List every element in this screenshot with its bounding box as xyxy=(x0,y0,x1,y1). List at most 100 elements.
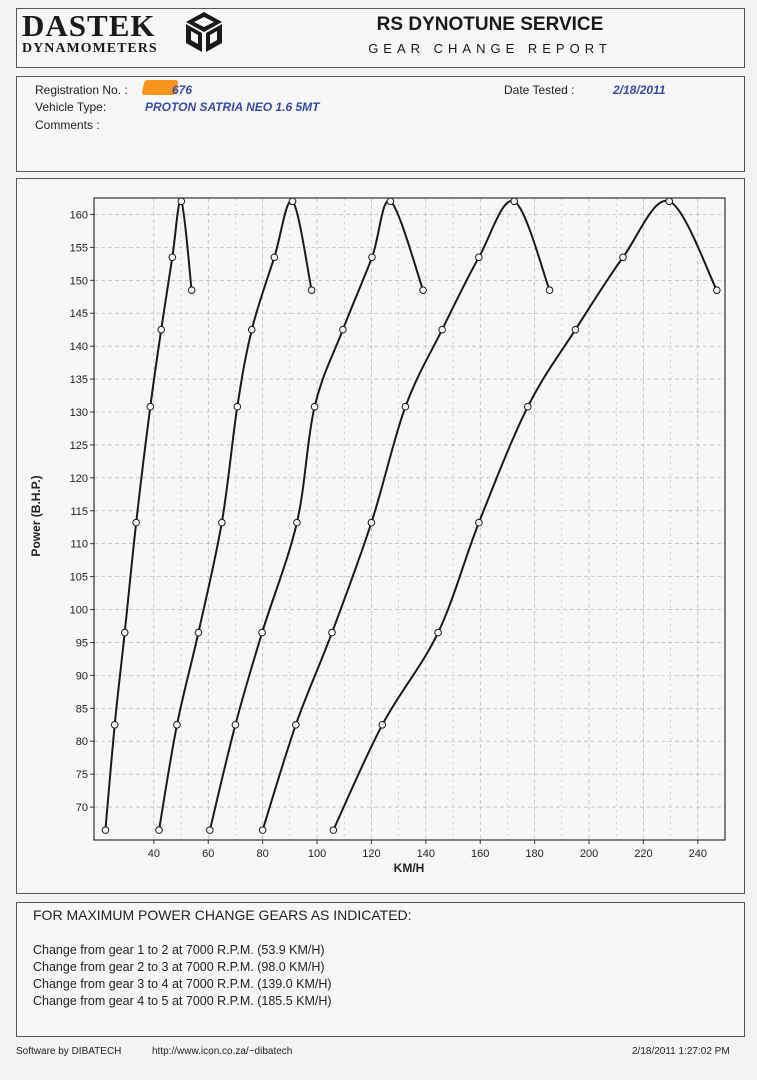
gear-4-data-point xyxy=(510,197,519,206)
footer-box xyxy=(16,902,745,1037)
y-tick-label: 95 xyxy=(76,637,88,649)
gear-4-power-curve xyxy=(261,200,551,831)
gear-1-power-curve xyxy=(104,200,193,831)
registration-label: Registration No. : xyxy=(35,83,128,97)
gear-5-data-point xyxy=(329,826,338,834)
software-url[interactable]: http://www.icon.co.za/~dibatech xyxy=(152,1046,293,1057)
x-tick-label: 140 xyxy=(417,848,435,860)
gear-5-data-point xyxy=(475,518,483,527)
info-box xyxy=(16,76,745,172)
gear-1-data-point xyxy=(187,286,196,294)
gear-2-data-point xyxy=(173,720,181,729)
report-title: GEAR CHANGE REPORT xyxy=(368,41,612,56)
gear-3-data-point xyxy=(368,253,376,262)
gear-1-data-point xyxy=(120,628,129,637)
y-tick-label: 100 xyxy=(70,605,88,617)
y-tick-label: 90 xyxy=(76,670,88,682)
registration-value: 676 xyxy=(172,83,193,97)
x-tick-label: 100 xyxy=(308,848,326,860)
software-credit: Software by DIBATECH xyxy=(16,1046,122,1057)
y-tick-label: 110 xyxy=(70,539,88,551)
comments-label: Comments : xyxy=(35,118,100,132)
gear-3-data-point xyxy=(310,402,319,411)
y-tick-label: 130 xyxy=(70,407,88,419)
gear-4-data-point xyxy=(367,518,376,527)
y-tick-label: 155 xyxy=(70,242,88,254)
gear-3-power-curve xyxy=(208,200,425,831)
y-tick-label: 125 xyxy=(70,440,88,452)
cube-logo-icon xyxy=(186,12,222,52)
vehicle-type-value: PROTON SATRIA NEO 1.6 5MT xyxy=(145,100,320,114)
gear-4-data-point xyxy=(292,720,300,729)
y-tick-label: 150 xyxy=(70,275,88,287)
gear-3-data-point xyxy=(258,628,266,637)
x-tick-label: 180 xyxy=(525,848,543,860)
header-box xyxy=(16,8,745,68)
x-tick-label: 80 xyxy=(257,848,269,860)
x-tick-label: 200 xyxy=(580,848,598,860)
gear-1-data-point xyxy=(110,720,119,729)
date-tested-value: 2/18/2011 xyxy=(613,83,666,97)
plot-frame xyxy=(93,197,726,841)
x-tick-label: 40 xyxy=(148,848,160,860)
y-tick-label: 115 xyxy=(70,506,88,518)
gear-3-data-point xyxy=(339,325,347,334)
y-axis-title: Power (B.H.P.) xyxy=(29,475,43,556)
x-tick-label: 220 xyxy=(634,848,652,860)
y-tick-label: 135 xyxy=(70,374,88,386)
y-tick-label: 85 xyxy=(76,703,88,715)
gear-1-data-point xyxy=(101,826,110,834)
gear-change-line-4: Change from gear 4 to 5 at 7000 R.P.M. (… xyxy=(33,994,332,1008)
gear-2-data-point xyxy=(194,628,203,637)
logo-text: DASTEK xyxy=(22,8,156,43)
x-axis-title: KM/H xyxy=(394,861,425,875)
x-tick-label: 160 xyxy=(471,848,489,860)
y-tick-label: 140 xyxy=(70,341,88,353)
gear-1-data-point xyxy=(157,325,165,334)
gear-5-data-point xyxy=(524,402,532,411)
y-tick-label: 145 xyxy=(70,308,88,320)
gear-2-data-point xyxy=(233,402,242,411)
y-tick-label: 75 xyxy=(76,769,88,781)
x-tick-label: 120 xyxy=(362,848,380,860)
gear-3-data-point xyxy=(419,286,427,294)
gear-5-power-curve xyxy=(332,199,718,831)
chart-box xyxy=(16,178,745,894)
y-tick-label: 80 xyxy=(76,736,88,748)
date-tested-label: Date Tested : xyxy=(504,83,575,97)
gear-change-line-2: Change from gear 2 to 3 at 7000 R.P.M. (… xyxy=(33,960,325,974)
y-tick-label: 105 xyxy=(70,572,88,584)
gear-2-data-point xyxy=(218,518,226,527)
print-timestamp: 2/18/2011 1:27:02 PM xyxy=(632,1046,730,1057)
gear-5-data-point xyxy=(665,197,674,206)
x-tick-label: 240 xyxy=(689,848,707,860)
service-title: RS DYNOTUNE SERVICE xyxy=(376,14,604,35)
gear-4-data-point xyxy=(545,286,554,294)
gear-2-data-point xyxy=(270,253,279,262)
gear-power-chart: 40 60 80 100 120 140 160 180 200 220 240 70 75 80 85 90… xyxy=(29,197,726,875)
x-tick-label: 60 xyxy=(202,848,214,860)
gear-4-data-point xyxy=(438,325,446,334)
gear-5-data-point xyxy=(434,628,442,637)
gear-2-data-point xyxy=(288,197,297,206)
gear-1-data-point xyxy=(177,197,186,206)
gear-2-data-point xyxy=(155,826,163,834)
gear-3-data-point xyxy=(386,197,395,206)
gear-1-data-point xyxy=(132,518,140,527)
gear-change-line-3: Change from gear 3 to 4 at 7000 R.P.M. (… xyxy=(33,977,332,991)
gear-5-data-point xyxy=(713,286,721,294)
gear-change-heading: FOR MAXIMUM POWER CHANGE GEARS AS INDICA… xyxy=(33,907,412,923)
gear-2-data-point xyxy=(307,286,316,294)
gear-3-data-point xyxy=(293,518,301,527)
gear-4-data-point xyxy=(258,826,267,834)
gear-2-power-curve xyxy=(158,200,313,831)
gear-3-data-point xyxy=(206,826,214,834)
y-tick-label: 70 xyxy=(76,802,88,814)
gear-4-data-point xyxy=(401,402,410,411)
gear-4-data-point xyxy=(328,628,336,637)
gear-1-data-point xyxy=(168,253,177,262)
gear-5-data-point xyxy=(571,325,580,334)
gear-3-data-point xyxy=(231,720,240,729)
gear-2-data-point xyxy=(247,325,256,334)
gear-5-data-point xyxy=(378,720,387,729)
